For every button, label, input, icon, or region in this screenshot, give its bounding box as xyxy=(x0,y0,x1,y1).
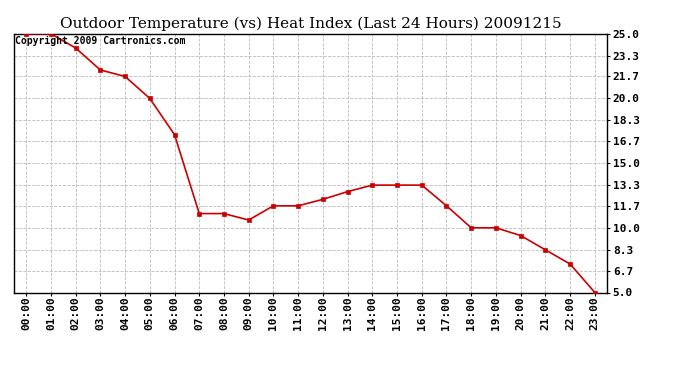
Title: Outdoor Temperature (vs) Heat Index (Last 24 Hours) 20091215: Outdoor Temperature (vs) Heat Index (Las… xyxy=(60,17,561,31)
Text: Copyright 2009 Cartronics.com: Copyright 2009 Cartronics.com xyxy=(15,36,186,46)
